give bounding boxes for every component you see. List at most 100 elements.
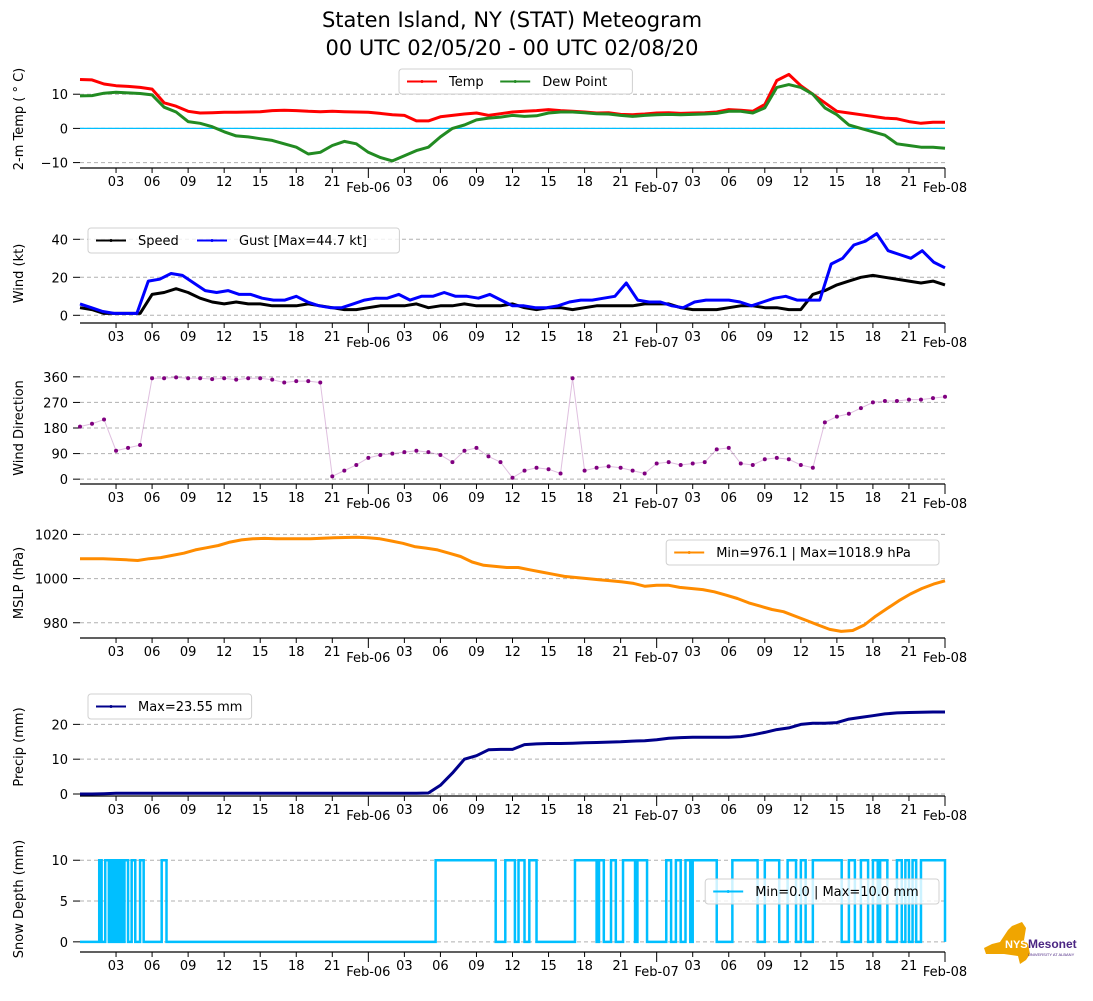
data-point [558,471,563,476]
y-tick-label: 1020 [35,528,68,543]
legend-box [87,693,253,720]
x-tick-label: 21 [612,175,629,190]
x-tick-label: 09 [468,175,485,190]
legend-label: Speed [138,234,179,249]
y-axis-label: 2-m Temp ( ° C) [12,68,27,171]
panel-1: −10 0 10 03 06 09 12 15 18 21 Feb-06 03 06 09 12 15 18 21… [12,68,967,196]
data-point [943,394,947,399]
data-point [546,467,551,472]
x-tick-label: 21 [612,330,629,345]
x-tick-label: 09 [757,803,774,818]
x-date-label: Feb-08 [923,651,967,666]
data-point [198,376,203,381]
y-tick-label: 270 [43,396,68,411]
x-tick-label: 12 [504,491,521,506]
logo-mesonet-text: Mesonet [1028,937,1077,951]
series-line-speed [79,273,946,315]
y-tick-label: 10 [51,753,68,768]
data-point [102,417,107,422]
data-point [366,455,371,460]
x-tick-label: 15 [540,491,557,506]
x-tick-label: 15 [252,175,269,190]
x-tick-label: 09 [468,645,485,660]
y-tick-label: 0 [60,122,68,137]
x-tick-label: 06 [720,959,737,974]
data-point [702,460,707,465]
x-tick-label: 21 [901,330,918,345]
logo-nys-text: NYS [1005,939,1028,951]
x-tick-label: 12 [216,175,233,190]
legend-marker [687,551,691,554]
legend-label: Dew Point [542,75,607,90]
x-tick-label: 15 [540,175,557,190]
data-point [762,457,767,462]
series-line-min [80,535,946,633]
x-tick-label: 06 [144,491,161,506]
data-point [402,450,407,455]
data-point [858,406,863,411]
data-point [414,448,419,453]
y-tick-label: 90 [51,448,68,463]
x-tick-label: 21 [901,175,918,190]
x-tick-label: 09 [180,645,197,660]
legend: Min=0.0 | Max=10.0 mm [704,878,940,905]
legend-label: Min=976.1 | Max=1018.9 hPa [716,546,911,561]
x-tick-label: 06 [432,803,449,818]
data-point [258,376,263,381]
x-tick-label: 06 [720,330,737,345]
data-point [822,420,827,425]
series-line-max [80,710,945,796]
y-tick-label: 1000 [35,573,68,588]
data-point [474,445,479,450]
data-point [426,450,431,455]
data-point [246,376,251,381]
x-tick-label: 18 [865,330,882,345]
x-tick-label: 06 [144,645,161,660]
data-point [234,377,239,382]
x-date-label: Feb-08 [923,181,967,196]
legend-label: Max=23.55 mm [138,700,242,715]
x-tick-label: 18 [576,803,593,818]
x-tick-label: 18 [576,491,593,506]
x-tick-label: 03 [108,330,125,345]
y-axis-label: MSLP (hPa) [12,547,27,619]
data-point [594,465,599,470]
x-tick-label: 18 [576,175,593,190]
data-point [750,462,755,467]
x-tick-label: 03 [108,803,125,818]
data-point [138,443,143,448]
x-tick-label: 03 [684,803,701,818]
y-tick-label: 180 [43,422,68,437]
data-point [570,376,575,381]
nys-mesonet-logo: NYS Mesonet UNIVERSITY AT ALBANY [984,922,1077,964]
x-tick-label: 15 [829,491,846,506]
series-line-dew [79,83,946,163]
y-axis-label: Precip (mm) [12,707,27,786]
y-axis-label: Wind (kt) [12,244,27,304]
x-date-label: Feb-06 [346,497,390,512]
legend-marker [513,80,517,83]
series-line-snow-depth [80,858,947,944]
x-tick-label: 03 [396,803,413,818]
y-tick-label: 980 [43,617,68,632]
x-date-label: Feb-08 [923,336,967,351]
x-tick-label: 21 [612,491,629,506]
legend-box [665,539,940,566]
panel-2: 0 20 40 03 06 09 12 15 18 21 Feb-06 03 06 09 12 15 18 21 F… [12,227,967,351]
data-point [678,462,683,467]
data-point [894,399,899,403]
x-tick-label: 06 [432,491,449,506]
x-date-label: Feb-06 [346,809,390,824]
x-tick-label: 06 [144,330,161,345]
x-tick-label: 09 [468,491,485,506]
x-tick-label: 06 [720,645,737,660]
panel-5: 0 10 20 03 06 09 12 15 18 21 Feb-06 03 06 09 12 15 18 21 F… [12,693,967,824]
x-tick-label: 15 [252,491,269,506]
x-tick-label: 03 [684,175,701,190]
data-point [78,424,82,429]
legend-label: Temp [448,75,484,90]
legend: Speed Gust [Max=44.7 kt] [87,227,400,254]
data-point [450,460,455,465]
x-date-label: Feb-07 [635,651,679,666]
x-tick-label: 21 [324,803,341,818]
